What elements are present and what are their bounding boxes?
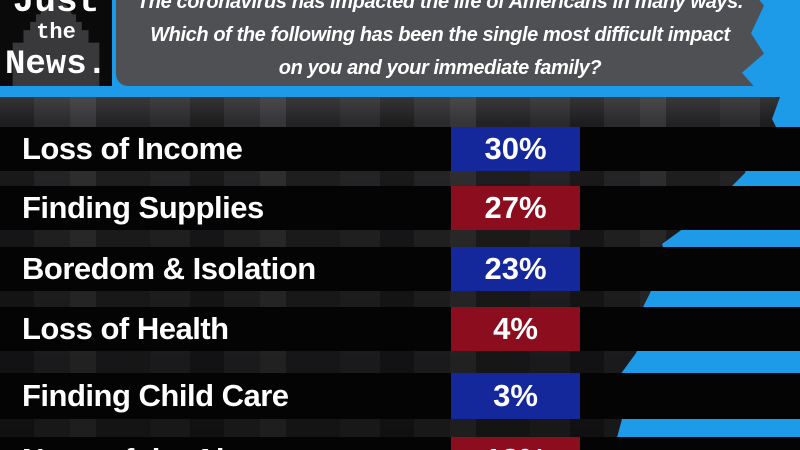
- answer-label: Finding Child Care: [22, 378, 289, 413]
- poll-row: Finding Child Care 3%: [0, 373, 800, 419]
- poll-row: Finding Supplies 27%: [0, 186, 800, 230]
- percent-bar: 23%: [451, 247, 580, 291]
- question-box: The coronavirus has impacted the life of…: [116, 0, 764, 86]
- poll-row: Loss of Income 30%: [0, 127, 800, 171]
- question-line-1: The coronavirus has impacted the life of…: [136, 0, 744, 13]
- capitol-dome-icon: [12, 0, 100, 86]
- percent-bar: 30%: [451, 127, 580, 171]
- poll-row: None of the Above 13%: [0, 437, 800, 450]
- answer-label: Loss of Income: [22, 131, 243, 166]
- brand-logo-line2: the: [36, 20, 76, 45]
- answer-label: Boredom & Isolation: [22, 251, 316, 286]
- answer-label: Finding Supplies: [22, 190, 264, 225]
- percent-bar: 3%: [451, 373, 580, 419]
- brand-logo-line1: Just: [12, 0, 100, 22]
- percent-bar: 27%: [451, 186, 580, 230]
- answer-label: Loss of Health: [22, 311, 229, 346]
- brand-logo-line3: News.: [4, 46, 108, 84]
- percent-bar: 13%: [451, 437, 580, 450]
- percent-bar: 4%: [451, 307, 580, 351]
- brand-logo: Just the News.: [0, 0, 112, 86]
- poll-row: Loss of Health 4%: [0, 307, 800, 351]
- question-line-3: on you and your immediate family?: [278, 57, 602, 79]
- question-line-2: Which of the following has been the sing…: [150, 24, 730, 46]
- answer-label: None of the Above: [22, 437, 287, 450]
- poll-row: Boredom & Isolation 23%: [0, 247, 800, 291]
